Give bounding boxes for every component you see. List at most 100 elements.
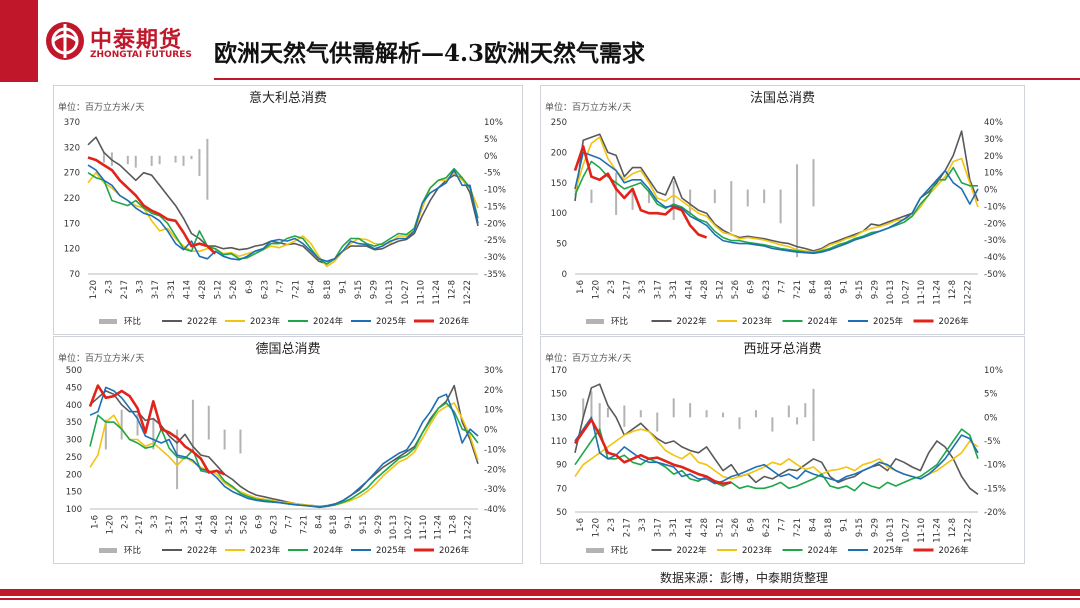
x-tick-label: 10-13 bbox=[886, 280, 896, 305]
x-tick-label: 9-29 bbox=[370, 280, 380, 299]
mom-bar bbox=[110, 152, 113, 156]
mom-bar bbox=[104, 429, 107, 450]
x-tick-label: 8-4 bbox=[314, 515, 324, 529]
mom-bar bbox=[631, 189, 634, 210]
x-tick-label: 12-22 bbox=[463, 280, 473, 305]
x-tick-label: 1-20 bbox=[591, 280, 601, 299]
x-tick-label: 4-28 bbox=[198, 280, 208, 299]
mom-bar bbox=[191, 429, 194, 450]
x-tick-label: 9-1 bbox=[839, 518, 849, 532]
legend-label: 环比 bbox=[124, 316, 141, 327]
legend-label: 2024年 bbox=[313, 316, 344, 327]
x-tick-label: 8-18 bbox=[824, 518, 834, 537]
x-tick-label: 9-1 bbox=[839, 280, 849, 294]
x-tick-label: 10-13 bbox=[389, 515, 399, 540]
mom-bar bbox=[672, 398, 675, 418]
chart-unit-label: 单位：百万立方米/天 bbox=[58, 352, 144, 364]
x-tick-label: 11-24 bbox=[932, 280, 942, 305]
x-tick-label: 7-7 bbox=[777, 518, 787, 532]
mom-bar bbox=[136, 429, 139, 436]
y-tick-label: 450 bbox=[66, 383, 82, 393]
x-tick-label: 11-10 bbox=[419, 515, 429, 540]
x-tick-label: 8-18 bbox=[824, 280, 834, 299]
legend-label: 2023年 bbox=[742, 316, 773, 327]
y-tick-label: 70 bbox=[69, 270, 80, 280]
y-tick-label: 300 bbox=[66, 436, 82, 446]
legend-label: 环比 bbox=[611, 316, 628, 327]
legend-swatch-mom bbox=[586, 319, 604, 324]
mom-bar bbox=[738, 417, 741, 430]
x-tick-label: 7-21 bbox=[299, 515, 309, 534]
y2-tick-label: -5% bbox=[484, 169, 501, 179]
y-tick-label: 250 bbox=[551, 118, 567, 128]
mom-bar bbox=[134, 155, 137, 168]
data-source-note: 数据来源：彭博，中泰期货整理 bbox=[660, 571, 829, 585]
x-tick-label: 11-10 bbox=[917, 518, 927, 543]
x-tick-label: 5-12 bbox=[225, 515, 235, 534]
x-tick-label: 7-7 bbox=[276, 280, 286, 294]
mom-bar bbox=[623, 417, 626, 427]
mom-bar bbox=[656, 412, 659, 418]
mom-bar bbox=[239, 429, 242, 454]
series-line-2024 bbox=[574, 160, 978, 254]
mom-bar bbox=[590, 391, 593, 418]
x-tick-label: 3-3 bbox=[638, 280, 648, 294]
x-tick-label: 6-23 bbox=[762, 518, 772, 537]
x-tick-label: 8-18 bbox=[323, 280, 333, 299]
x-tick-label: 5-26 bbox=[731, 518, 741, 537]
page-title: 欧洲天然气供需解析—4.3欧洲天然气需求 bbox=[214, 40, 646, 67]
mom-bar bbox=[582, 398, 585, 418]
mom-bar bbox=[754, 410, 757, 418]
series-line-2025 bbox=[87, 164, 479, 263]
x-tick-label: 1-6 bbox=[576, 518, 586, 532]
legend-label: 2025年 bbox=[873, 316, 904, 327]
mom-bar bbox=[120, 429, 123, 440]
x-tick-label: 9-1 bbox=[344, 515, 354, 529]
mom-bar bbox=[656, 417, 659, 432]
x-tick-label: 5-12 bbox=[715, 518, 725, 537]
x-tick-label: 1-20 bbox=[89, 280, 99, 299]
y2-tick-label: 30% bbox=[484, 366, 503, 376]
x-tick-label: 5-12 bbox=[715, 280, 725, 299]
x-tick-label: 12-22 bbox=[464, 515, 474, 540]
y2-tick-label: -10% bbox=[984, 202, 1006, 212]
mom-bar bbox=[623, 405, 626, 418]
mom-bar bbox=[722, 412, 725, 418]
mom-bar bbox=[787, 405, 790, 418]
mom-bar bbox=[152, 419, 155, 430]
x-tick-label: 9-15 bbox=[855, 518, 865, 537]
mom-bar bbox=[191, 399, 194, 430]
y-tick-label: 170 bbox=[64, 219, 80, 229]
y2-tick-label: 40% bbox=[984, 118, 1003, 128]
mom-bar bbox=[120, 409, 123, 430]
mom-bar bbox=[763, 189, 766, 204]
y2-tick-label: -20% bbox=[484, 219, 506, 229]
y2-tick-label: -20% bbox=[484, 465, 506, 475]
mom-bar bbox=[730, 189, 733, 232]
x-tick-label: 11-10 bbox=[416, 280, 426, 305]
legend-label: 2026年 bbox=[439, 316, 470, 327]
legend-label: 2022年 bbox=[187, 316, 218, 327]
y-tick-label: 150 bbox=[551, 390, 567, 400]
x-tick-label: 10-27 bbox=[404, 515, 414, 540]
chart-title: 西班牙总消费 bbox=[743, 342, 821, 357]
mom-bar bbox=[102, 152, 105, 156]
mom-bar bbox=[812, 189, 815, 207]
x-tick-label: 12-8 bbox=[948, 280, 958, 299]
x-tick-label: 7-21 bbox=[793, 518, 803, 537]
x-tick-label: 6-9 bbox=[245, 280, 255, 294]
y2-tick-label: 0% bbox=[984, 413, 998, 423]
x-tick-label: 3-3 bbox=[150, 515, 160, 529]
y2-tick-label: -15% bbox=[984, 484, 1006, 494]
x-tick-label: 11-10 bbox=[917, 280, 927, 305]
mom-bar bbox=[126, 155, 129, 165]
mom-bar bbox=[606, 407, 609, 418]
mom-bar bbox=[598, 403, 601, 418]
mom-bar bbox=[615, 172, 618, 190]
legend-label: 环比 bbox=[124, 545, 141, 556]
y2-tick-label: -50% bbox=[984, 270, 1006, 280]
x-tick-label: 10-27 bbox=[401, 280, 411, 305]
series-line-2022 bbox=[87, 136, 479, 265]
y2-tick-label: -30% bbox=[484, 485, 506, 495]
